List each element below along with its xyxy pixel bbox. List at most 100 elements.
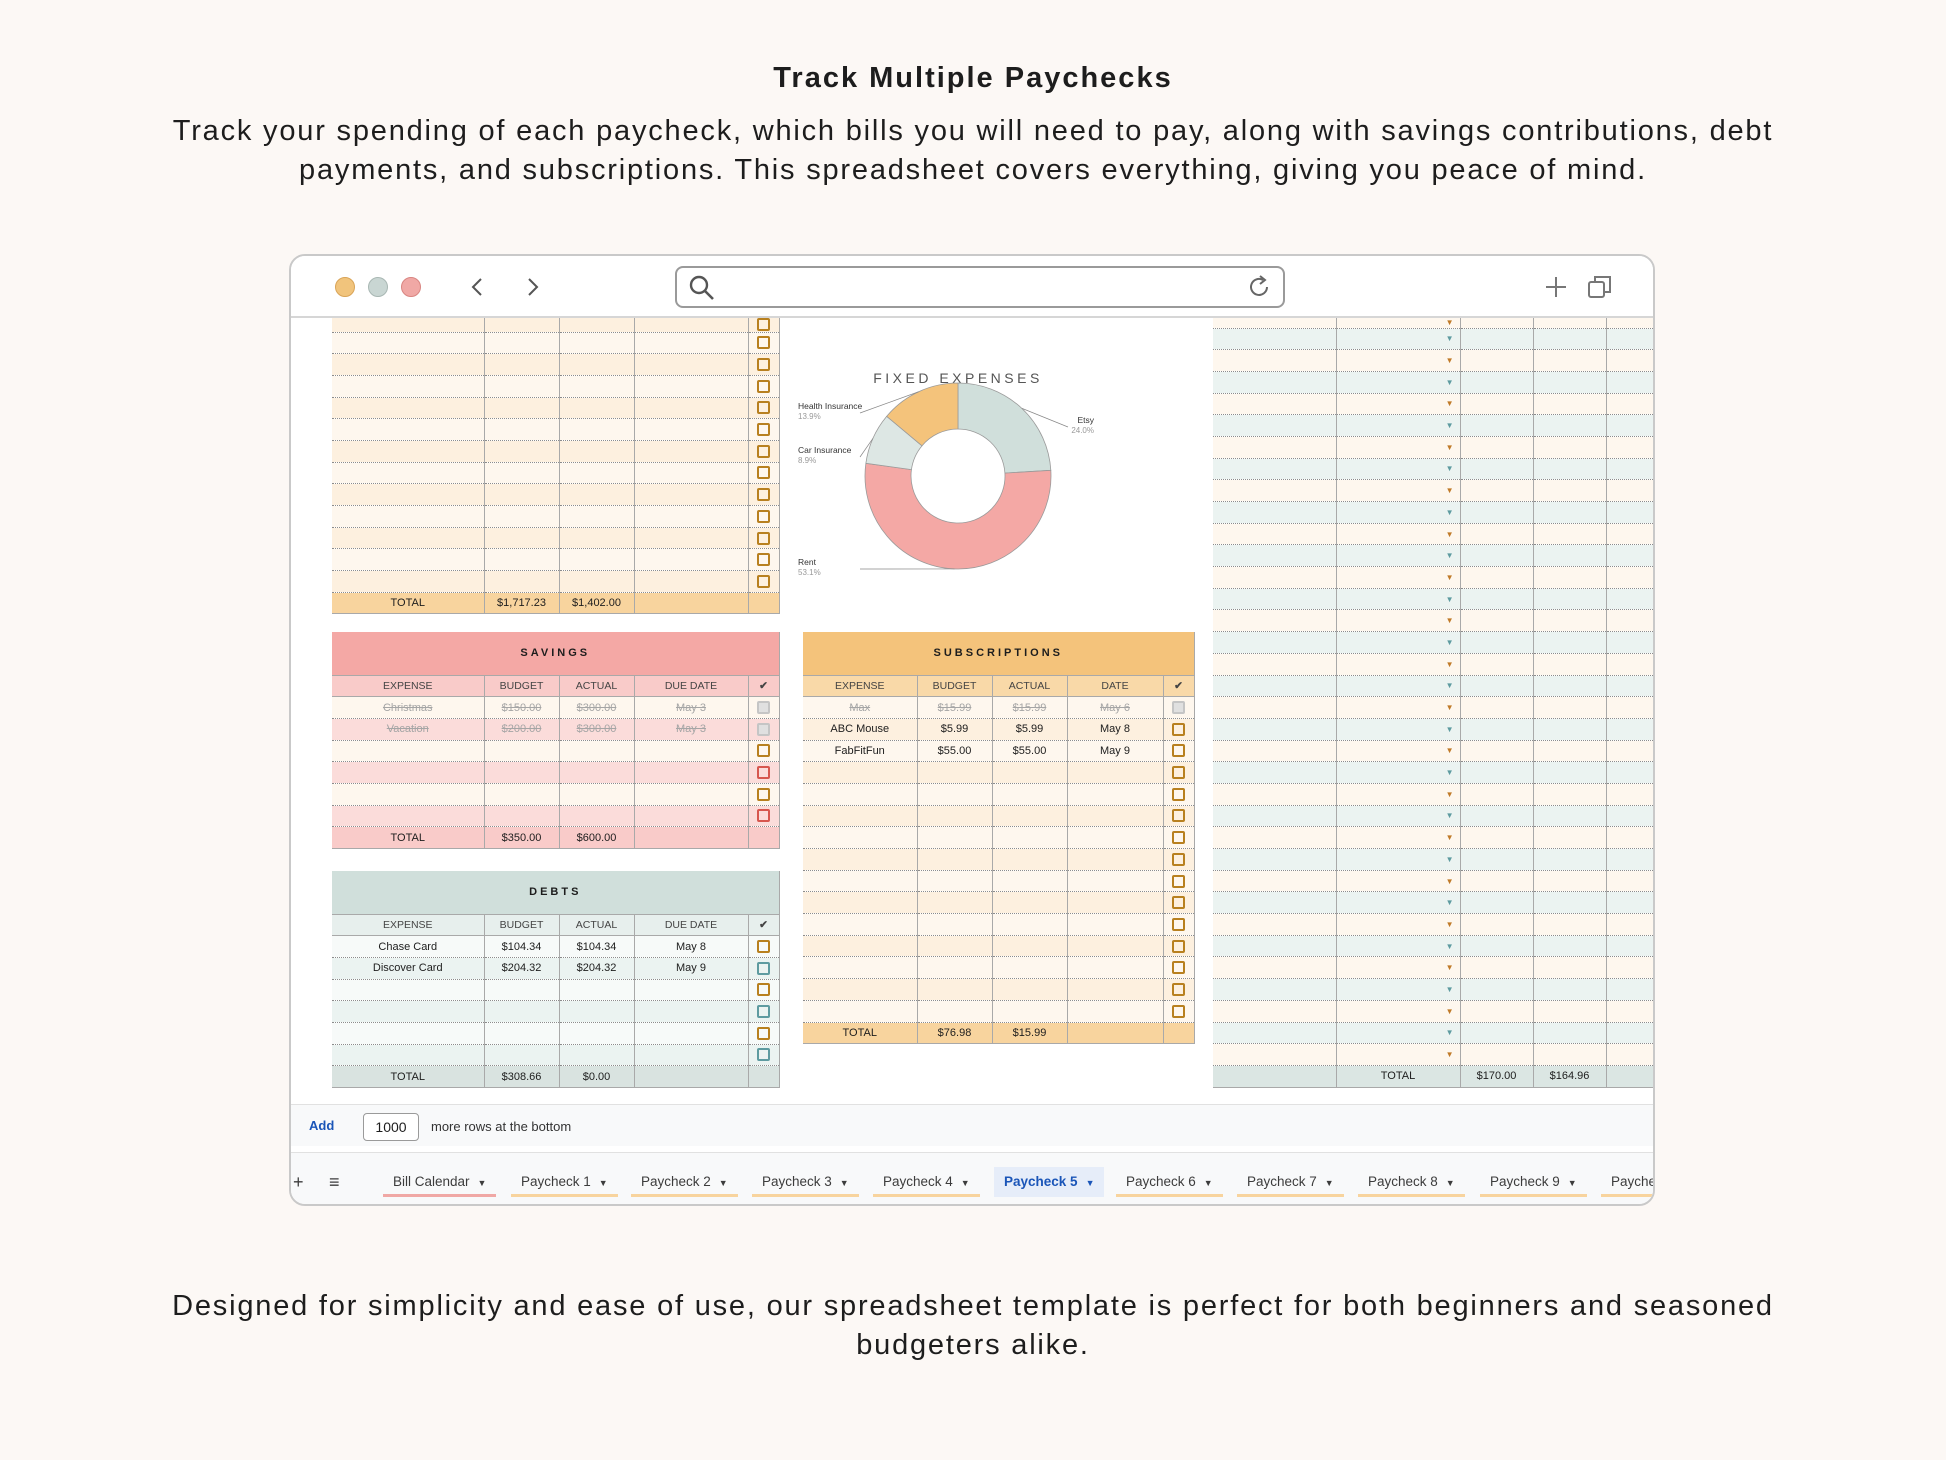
dropdown-arrow-icon[interactable]: ▼ xyxy=(1445,876,1454,886)
dropdown-cell[interactable]: ▼ xyxy=(1336,805,1461,828)
dropdown-cell[interactable]: ▼ xyxy=(1336,328,1461,351)
sheet-tab[interactable]: Paycheck 1 ▼ xyxy=(511,1167,618,1197)
dropdown-arrow-icon[interactable]: ▼ xyxy=(1445,659,1454,669)
subscriptions-check-cell[interactable] xyxy=(1163,935,1195,958)
checkbox-icon[interactable] xyxy=(1172,982,1186,996)
fixed-check-cell[interactable] xyxy=(748,332,780,355)
savings-check-cell[interactable] xyxy=(748,805,780,828)
checkbox-icon[interactable] xyxy=(757,940,771,954)
dropdown-cell[interactable]: ▼ xyxy=(1336,523,1461,546)
dropdown-arrow-icon[interactable]: ▼ xyxy=(1445,356,1454,366)
checkbox-icon[interactable] xyxy=(1172,831,1186,845)
dropdown-cell[interactable]: ▼ xyxy=(1336,1022,1461,1045)
checkbox-icon[interactable] xyxy=(757,488,770,502)
checkbox-icon[interactable] xyxy=(757,787,771,801)
checkbox-icon[interactable] xyxy=(757,401,770,415)
checkbox-icon[interactable] xyxy=(1172,874,1186,888)
address-bar[interactable] xyxy=(675,266,1285,308)
dropdown-arrow-icon[interactable]: ▼ xyxy=(1445,377,1454,387)
sheet-tab[interactable]: Paycheck 9 ▼ xyxy=(1480,1167,1587,1197)
checkbox-icon[interactable] xyxy=(1172,961,1186,975)
fixed-check-cell[interactable] xyxy=(748,440,780,463)
subscriptions-check-cell[interactable] xyxy=(1163,740,1195,763)
dropdown-arrow-icon[interactable]: ▼ xyxy=(1445,551,1454,561)
dropdown-cell[interactable]: ▼ xyxy=(1336,414,1461,437)
dropdown-cell[interactable]: ▼ xyxy=(1336,870,1461,893)
savings-check-cell[interactable] xyxy=(748,761,780,784)
dropdown-arrow-icon[interactable]: ▼ xyxy=(1445,811,1454,821)
dropdown-arrow-icon[interactable]: ▼ xyxy=(1445,768,1454,778)
checkbox-icon[interactable] xyxy=(1172,939,1186,953)
sheet-tab[interactable]: Paycheck 8 ▼ xyxy=(1358,1167,1465,1197)
subscriptions-check-cell[interactable] xyxy=(1163,913,1195,936)
dropdown-cell[interactable]: ▼ xyxy=(1336,479,1461,502)
checkbox-icon[interactable] xyxy=(1172,701,1186,715)
dropdown-arrow-icon[interactable]: ▼ xyxy=(1445,616,1454,626)
fixed-check-cell[interactable] xyxy=(748,353,780,376)
dropdown-arrow-icon[interactable]: ▼ xyxy=(1445,442,1454,452)
checkbox-icon[interactable] xyxy=(1172,744,1186,758)
caret-down-icon[interactable]: ▼ xyxy=(1445,1178,1455,1188)
dropdown-cell[interactable]: ▼ xyxy=(1336,1000,1461,1023)
subscriptions-check-cell[interactable] xyxy=(1163,761,1195,784)
checkbox-icon[interactable] xyxy=(757,318,770,331)
debts-check-cell[interactable] xyxy=(748,1000,780,1023)
caret-down-icon[interactable]: ▼ xyxy=(1085,1178,1095,1188)
checkbox-icon[interactable] xyxy=(757,722,771,736)
dropdown-arrow-icon[interactable]: ▼ xyxy=(1445,334,1454,344)
checkbox-icon[interactable] xyxy=(757,336,770,350)
dropdown-arrow-icon[interactable]: ▼ xyxy=(1445,572,1454,582)
dropdown-cell[interactable]: ▼ xyxy=(1336,371,1461,394)
debts-check-cell[interactable] xyxy=(748,1044,780,1067)
dropdown-arrow-icon[interactable]: ▼ xyxy=(1445,399,1454,409)
subscriptions-check-cell[interactable] xyxy=(1163,783,1195,806)
dropdown-arrow-icon[interactable]: ▼ xyxy=(1445,919,1454,929)
checkbox-icon[interactable] xyxy=(757,358,770,372)
dropdown-arrow-icon[interactable]: ▼ xyxy=(1445,789,1454,799)
savings-check-cell[interactable] xyxy=(748,718,780,741)
fixed-check-cell[interactable] xyxy=(748,318,780,333)
debts-check-cell[interactable] xyxy=(748,957,780,980)
checkbox-icon[interactable] xyxy=(757,574,770,588)
dropdown-cell[interactable]: ▼ xyxy=(1336,848,1461,871)
dropdown-arrow-icon[interactable]: ▼ xyxy=(1445,746,1454,756)
subscriptions-check-cell[interactable] xyxy=(1163,848,1195,871)
dropdown-cell[interactable]: ▼ xyxy=(1336,978,1461,1001)
checkbox-icon[interactable] xyxy=(757,1005,771,1019)
dropdown-cell[interactable]: ▼ xyxy=(1336,501,1461,524)
fixed-check-cell[interactable] xyxy=(748,397,780,420)
add-sheet-button[interactable]: + xyxy=(293,1172,304,1192)
fixed-check-cell[interactable] xyxy=(748,483,780,506)
caret-down-icon[interactable]: ▼ xyxy=(1567,1178,1577,1188)
dropdown-cell[interactable]: ▼ xyxy=(1336,566,1461,589)
checkbox-icon[interactable] xyxy=(1172,852,1186,866)
caret-down-icon[interactable]: ▼ xyxy=(1203,1178,1213,1188)
subscriptions-check-cell[interactable] xyxy=(1163,870,1195,893)
dropdown-arrow-icon[interactable]: ▼ xyxy=(1445,963,1454,973)
fixed-check-cell[interactable] xyxy=(748,375,780,398)
caret-down-icon[interactable]: ▼ xyxy=(960,1178,970,1188)
checkbox-icon[interactable] xyxy=(757,444,770,458)
dropdown-cell[interactable]: ▼ xyxy=(1336,740,1461,763)
spreadsheet-area[interactable]: TOTAL $1,717.23 $1,402.00 FIXED EXPENSES… xyxy=(291,318,1653,1104)
sheet-tab[interactable]: Paycheck 3 ▼ xyxy=(752,1167,859,1197)
dropdown-arrow-icon[interactable]: ▼ xyxy=(1445,1050,1454,1060)
dropdown-arrow-icon[interactable]: ▼ xyxy=(1445,637,1454,647)
dropdown-arrow-icon[interactable]: ▼ xyxy=(1445,1006,1454,1016)
dropdown-cell[interactable]: ▼ xyxy=(1336,318,1461,329)
dropdown-arrow-icon[interactable]: ▼ xyxy=(1445,854,1454,864)
dropdown-cell[interactable]: ▼ xyxy=(1336,1043,1461,1066)
checkbox-icon[interactable] xyxy=(1172,787,1186,801)
fixed-check-cell[interactable] xyxy=(748,570,780,593)
debts-check-cell[interactable] xyxy=(748,935,780,958)
dropdown-cell[interactable]: ▼ xyxy=(1336,609,1461,633)
checkbox-icon[interactable] xyxy=(757,983,771,997)
checkbox-icon[interactable] xyxy=(757,701,771,715)
checkbox-icon[interactable] xyxy=(1172,917,1186,931)
checkbox-icon[interactable] xyxy=(757,379,770,393)
dropdown-arrow-icon[interactable]: ▼ xyxy=(1445,318,1454,328)
caret-down-icon[interactable]: ▼ xyxy=(477,1178,487,1188)
dropdown-cell[interactable]: ▼ xyxy=(1336,544,1461,568)
debts-check-cell[interactable] xyxy=(748,979,780,1002)
dropdown-arrow-icon[interactable]: ▼ xyxy=(1445,421,1454,431)
